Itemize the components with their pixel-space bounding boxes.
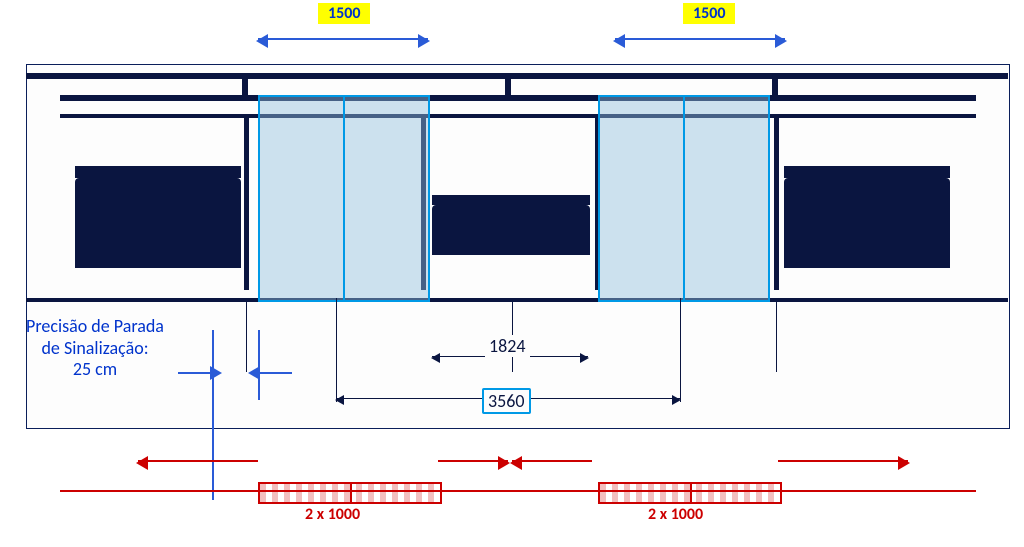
platform-label-1: 2 x 1000 xyxy=(648,505,703,524)
ext-line-b-2 xyxy=(776,298,777,372)
floor-line xyxy=(26,298,1008,302)
ceiling-bar xyxy=(26,73,1008,79)
top-rail xyxy=(60,95,976,101)
platform-arrow-3 xyxy=(778,460,908,462)
door-width-arrow-0 xyxy=(258,38,428,40)
platform-arrow-1 xyxy=(438,460,508,462)
hand-rail xyxy=(60,114,976,118)
platform-arrow-0 xyxy=(138,460,258,462)
seat-back-1 xyxy=(432,195,590,205)
precision-line-1 xyxy=(212,330,214,500)
diagram-stage: 1500 1500 1824 3560 Precisão de Paradade Sin… xyxy=(0,0,1024,547)
precision-note: Precisão de Paradade Sinalização:25 cm xyxy=(2,316,188,381)
ext-line-a-1 xyxy=(680,298,681,402)
platform-door-0 xyxy=(258,482,442,504)
dim-1824-label: 1824 xyxy=(485,335,530,357)
precision-arrow-head-1 xyxy=(210,366,222,380)
seat-back-2 xyxy=(784,166,950,178)
door-overlay-0 xyxy=(258,95,430,302)
precision-line-2 xyxy=(258,330,260,400)
platform-arrow-2 xyxy=(512,460,592,462)
seat-block-1 xyxy=(432,205,590,255)
stanchion-0 xyxy=(244,118,249,290)
ext-line-b-0 xyxy=(246,298,247,372)
precision-arrow-shaft-2 xyxy=(258,372,292,374)
platform-label-0: 2 x 1000 xyxy=(305,505,360,524)
platform-door-1 xyxy=(598,482,782,504)
stanchion-3 xyxy=(774,118,779,290)
ext-line-a-0 xyxy=(336,298,337,402)
seat-block-2 xyxy=(784,178,950,268)
precision-arrow-shaft-1 xyxy=(178,372,212,374)
door-overlay-1 xyxy=(598,95,770,302)
dim-3560-label: 3560 xyxy=(482,388,531,414)
platform-baseline xyxy=(60,490,976,492)
precision-arrow-head-2 xyxy=(248,366,260,380)
door-width-tag-0: 1500 xyxy=(318,3,370,24)
seat-block-0 xyxy=(75,178,241,268)
door-width-arrow-1 xyxy=(615,38,785,40)
door-width-tag-1: 1500 xyxy=(683,3,735,24)
seat-back-0 xyxy=(75,166,241,178)
